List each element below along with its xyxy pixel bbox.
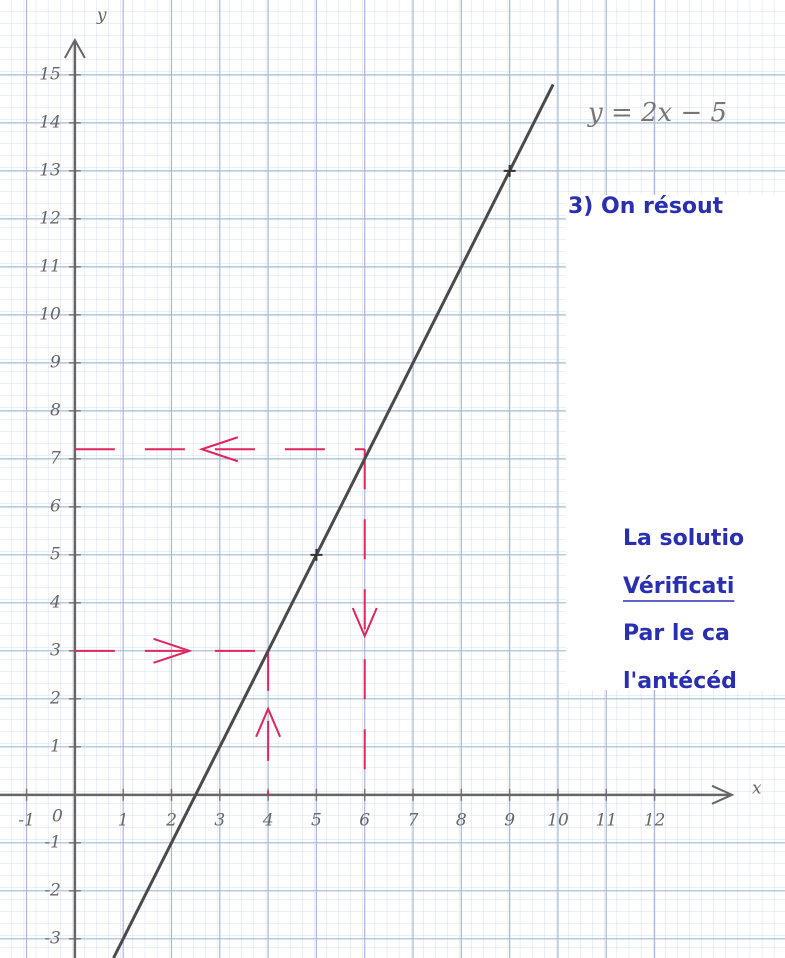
x-tick-label: 7 [408, 810, 419, 830]
x-tick-label: 3 [214, 810, 225, 830]
y-tick-label: 3 [50, 640, 61, 660]
x-tick-label: 10 [547, 810, 569, 830]
chart: -1123456789101112-3-2-112345678910111213… [0, 0, 785, 958]
y-tick-label: 5 [50, 544, 61, 564]
y-tick-label: 4 [49, 592, 61, 612]
origin-label: 0 [52, 806, 63, 826]
x-tick-label: 1 [118, 810, 129, 830]
y-tick-label: 13 [39, 160, 61, 180]
overlay-text: Par le ca [623, 621, 730, 646]
y-tick-label: 10 [39, 304, 61, 324]
overlay-box [566, 195, 785, 690]
x-tick-label: 6 [359, 810, 370, 830]
x-tick-label: 4 [262, 810, 274, 830]
x-tick-label: 12 [644, 810, 666, 830]
y-tick-label: -2 [44, 880, 61, 900]
overlay-text: Vérificati [623, 574, 734, 599]
y-tick-label: 6 [50, 496, 61, 516]
equation-label: y = 2x − 5 [587, 98, 727, 128]
y-tick-label: 9 [50, 352, 61, 372]
overlay-text: La solutio [623, 526, 744, 551]
x-tick-label: -1 [18, 810, 35, 830]
y-tick-label: -3 [44, 928, 61, 948]
x-tick-label: 11 [595, 810, 617, 830]
x-tick-label: 2 [165, 810, 177, 830]
y-tick-label: 14 [39, 112, 61, 132]
y-axis-label: y [96, 6, 107, 26]
overlay-text: l'antécéd [623, 669, 737, 694]
x-axis-label: x [752, 778, 762, 798]
x-tick-label: 5 [311, 810, 322, 830]
y-tick-label: -1 [44, 832, 61, 852]
page: -1123456789101112-3-2-112345678910111213… [0, 0, 785, 958]
y-tick-label: 12 [39, 208, 61, 228]
y-tick-label: 2 [49, 688, 61, 708]
y-tick-label: 1 [50, 736, 61, 756]
x-tick-label: 8 [456, 810, 467, 830]
x-tick-label: 9 [504, 810, 515, 830]
y-tick-label: 15 [39, 64, 61, 84]
overlay-text: 3) On résout [568, 194, 724, 219]
y-tick-label: 7 [50, 448, 61, 468]
y-tick-label: 8 [50, 400, 61, 420]
y-tick-label: 11 [39, 256, 61, 276]
